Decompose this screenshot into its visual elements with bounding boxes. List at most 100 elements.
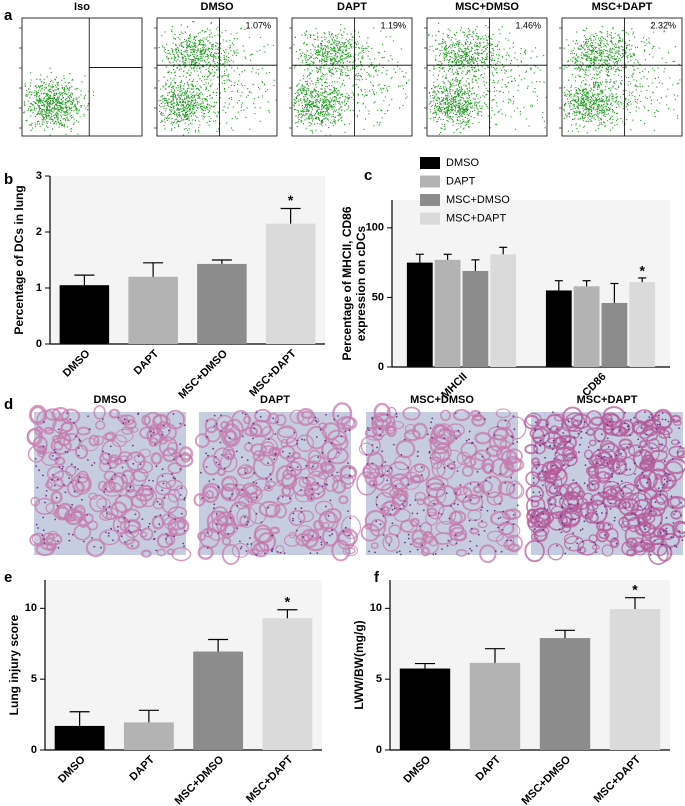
cell-dot xyxy=(333,116,334,117)
cell-dot xyxy=(170,107,171,108)
cell-dot xyxy=(184,110,185,111)
cell-dot xyxy=(449,113,450,114)
cell-dot xyxy=(446,117,447,118)
cell-dot xyxy=(50,98,51,99)
cell-dot xyxy=(335,111,336,112)
cell-dot xyxy=(442,113,443,114)
cell-dot xyxy=(76,88,77,89)
cell-dot xyxy=(189,114,190,115)
cell-dot xyxy=(173,107,174,108)
cell-dot xyxy=(42,116,43,117)
cell-dot xyxy=(232,91,233,92)
cell-dot xyxy=(611,49,612,50)
cell-dot xyxy=(297,85,298,86)
cell-dot xyxy=(468,37,469,38)
cell-dot xyxy=(37,121,38,122)
cell-dot xyxy=(198,94,199,95)
cell-dot xyxy=(24,104,25,105)
cell-dot xyxy=(584,35,585,36)
cell-dot xyxy=(204,76,205,77)
cell-dot xyxy=(307,113,308,114)
cell-dot xyxy=(334,122,335,123)
cell-dot xyxy=(614,63,615,64)
cell-dot xyxy=(429,49,430,50)
cell-dot xyxy=(322,121,323,122)
cell-dot xyxy=(49,83,50,84)
cell-dot xyxy=(353,62,354,63)
cell-dot xyxy=(620,55,621,56)
cell-dot xyxy=(600,72,601,73)
cell-dot xyxy=(42,113,43,114)
cell-dot xyxy=(454,60,455,61)
cell-dot xyxy=(54,105,55,106)
cell-dot xyxy=(606,56,607,57)
cell-dot xyxy=(514,111,515,112)
cell-dot xyxy=(207,64,208,65)
cell-dot xyxy=(220,93,221,94)
cell-dot xyxy=(179,76,180,77)
cell-dot xyxy=(40,74,41,75)
cell-dot xyxy=(616,52,617,53)
cell-dot xyxy=(455,62,456,63)
cell-dot xyxy=(326,114,327,115)
cell-dot xyxy=(471,60,472,61)
cell-dot xyxy=(187,50,188,51)
cell-dot xyxy=(600,42,601,43)
cell-dot xyxy=(318,45,319,46)
cell-dot xyxy=(174,72,175,73)
cell-dot xyxy=(179,116,180,117)
cell-dot xyxy=(194,39,195,40)
cell-dot xyxy=(454,54,455,55)
cell-dot xyxy=(442,67,443,68)
cell-dot xyxy=(446,89,447,90)
cell-dot xyxy=(66,100,67,101)
cell-dot xyxy=(492,48,493,49)
cell-dot xyxy=(162,96,163,97)
cell-dot xyxy=(608,71,609,72)
cell-dot xyxy=(332,38,333,39)
cell-dot xyxy=(49,104,50,105)
cell-dot xyxy=(491,52,492,53)
cell-dot xyxy=(229,98,230,99)
cell-dot xyxy=(269,112,270,113)
cell-dot xyxy=(340,107,341,108)
cell-dot xyxy=(585,74,586,75)
cell-dot xyxy=(544,121,545,122)
cell-dot xyxy=(334,59,335,60)
cell-dot xyxy=(472,87,473,88)
cell-dot xyxy=(38,113,39,114)
cell-dot xyxy=(606,46,607,47)
cell-dot xyxy=(298,115,299,116)
cell-dot xyxy=(468,108,469,109)
cell-dot xyxy=(381,90,382,91)
cell-dot xyxy=(455,105,456,106)
cell-dot xyxy=(486,45,487,46)
cell-dot xyxy=(313,45,314,46)
cell-dot xyxy=(344,85,345,86)
cell-dot xyxy=(93,95,94,96)
cell-dot xyxy=(312,109,313,110)
cell-dot xyxy=(440,61,441,62)
cell-dot xyxy=(68,92,69,93)
cell-dot xyxy=(167,120,168,121)
cell-dot xyxy=(196,50,197,51)
cell-dot xyxy=(583,48,584,49)
cell-dot xyxy=(434,68,435,69)
cell-dot xyxy=(167,117,168,118)
cell-dot xyxy=(331,49,332,50)
cell-dot xyxy=(339,53,340,54)
cell-dot xyxy=(443,88,444,89)
cell-dot xyxy=(344,100,345,101)
cell-dot xyxy=(187,108,188,109)
cell-dot xyxy=(361,57,362,58)
cell-dot xyxy=(303,88,304,89)
cell-dot xyxy=(176,52,177,53)
cell-dot xyxy=(611,57,612,58)
cell-dot xyxy=(340,46,341,47)
cell-dot xyxy=(310,37,311,38)
cell-dot xyxy=(452,110,453,111)
cell-dot xyxy=(194,103,195,104)
cell-dot xyxy=(438,85,439,86)
cell-dot xyxy=(335,35,336,36)
cell-dot xyxy=(377,122,378,123)
